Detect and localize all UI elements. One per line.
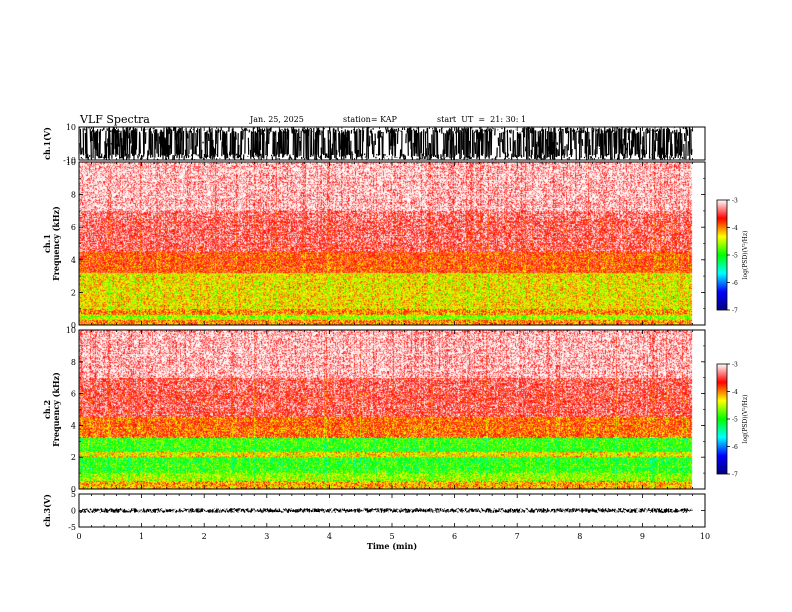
y-tick-label: 10: [66, 123, 76, 132]
colorbar-tick-label: -4: [732, 225, 738, 232]
y-tick-label: 0: [71, 321, 76, 330]
colorbar-tick-label: -7: [732, 472, 738, 479]
y-tick-label: 10: [66, 158, 76, 167]
y-tick-label: 0: [71, 485, 76, 494]
y-tick-label: 8: [71, 191, 76, 200]
colorbar-tick-label: -3: [732, 362, 738, 369]
x-tick-label: 6: [452, 532, 457, 541]
y-tick-label: 6: [71, 390, 76, 399]
x-tick-label: 9: [640, 532, 645, 541]
y-tick-label: 0: [71, 507, 76, 516]
x-tick-label: 3: [264, 532, 269, 541]
x-tick-label: 1: [139, 532, 144, 541]
y-tick-label: 6: [71, 223, 76, 232]
ch1-spectrogram-ylabel: ch.1: [42, 234, 52, 253]
date-label: Jan. 25, 2025: [250, 115, 304, 124]
ch2-colorbar: [716, 363, 728, 475]
ch1-waveform-ylabel: ch.1(V): [42, 127, 52, 160]
y-tick-label: 2: [71, 453, 76, 462]
colorbar-tick-label: -5: [732, 417, 738, 424]
ch2-spectrogram-ylabel: ch.2: [42, 400, 52, 419]
ch2-spectrogram-image: [79, 330, 705, 489]
ch1-frequency-ylabel: Frequency (kHz): [51, 206, 61, 281]
ch3-waveform-line: [78, 507, 694, 514]
y-tick-label: 5: [71, 490, 76, 499]
start-time-label: start UT = 21: 30: 1: [437, 115, 527, 124]
x-axis-label: Time (min): [367, 541, 417, 551]
y-tick-label: 4: [71, 256, 76, 265]
y-tick-label: 2: [71, 288, 76, 297]
colorbar-tick-label: -3: [732, 198, 738, 205]
ch2-frequency-ylabel: Frequency (kHz): [51, 372, 61, 447]
colorbar-tick-label: -4: [732, 389, 738, 396]
y-tick-label: 4: [71, 421, 76, 430]
colorbar-label: log(PSD)(V²/Hz): [742, 395, 749, 444]
y-tick-label: 8: [71, 358, 76, 367]
ch1-colorbar: [716, 199, 728, 311]
x-tick-label: 7: [515, 532, 520, 541]
ch1-waveform-line: [78, 126, 694, 161]
colorbar-tick-label: -6: [732, 280, 738, 287]
ch3-waveform-ylabel: ch.3(V): [42, 494, 52, 527]
x-tick-label: 0: [76, 532, 81, 541]
colorbar-tick-label: -6: [732, 444, 738, 451]
colorbar-tick-label: -5: [732, 253, 738, 260]
ch1-spectrogram-image: [79, 162, 705, 325]
chart-title: VLF Spectra: [80, 113, 150, 126]
x-tick-label: 8: [577, 532, 582, 541]
y-tick-label: -5: [68, 523, 76, 532]
x-tick-label: 10: [700, 532, 710, 541]
x-tick-label: 4: [327, 532, 332, 541]
x-tick-label: 5: [389, 532, 394, 541]
colorbar-tick-label: -7: [732, 308, 738, 315]
x-tick-label: 2: [202, 532, 207, 541]
station-label: station= KAP: [343, 115, 397, 124]
y-tick-label: 10: [66, 326, 76, 335]
colorbar-label: log(PSD)(V²/Hz): [742, 231, 749, 280]
y-tick-label: -10: [63, 156, 76, 165]
